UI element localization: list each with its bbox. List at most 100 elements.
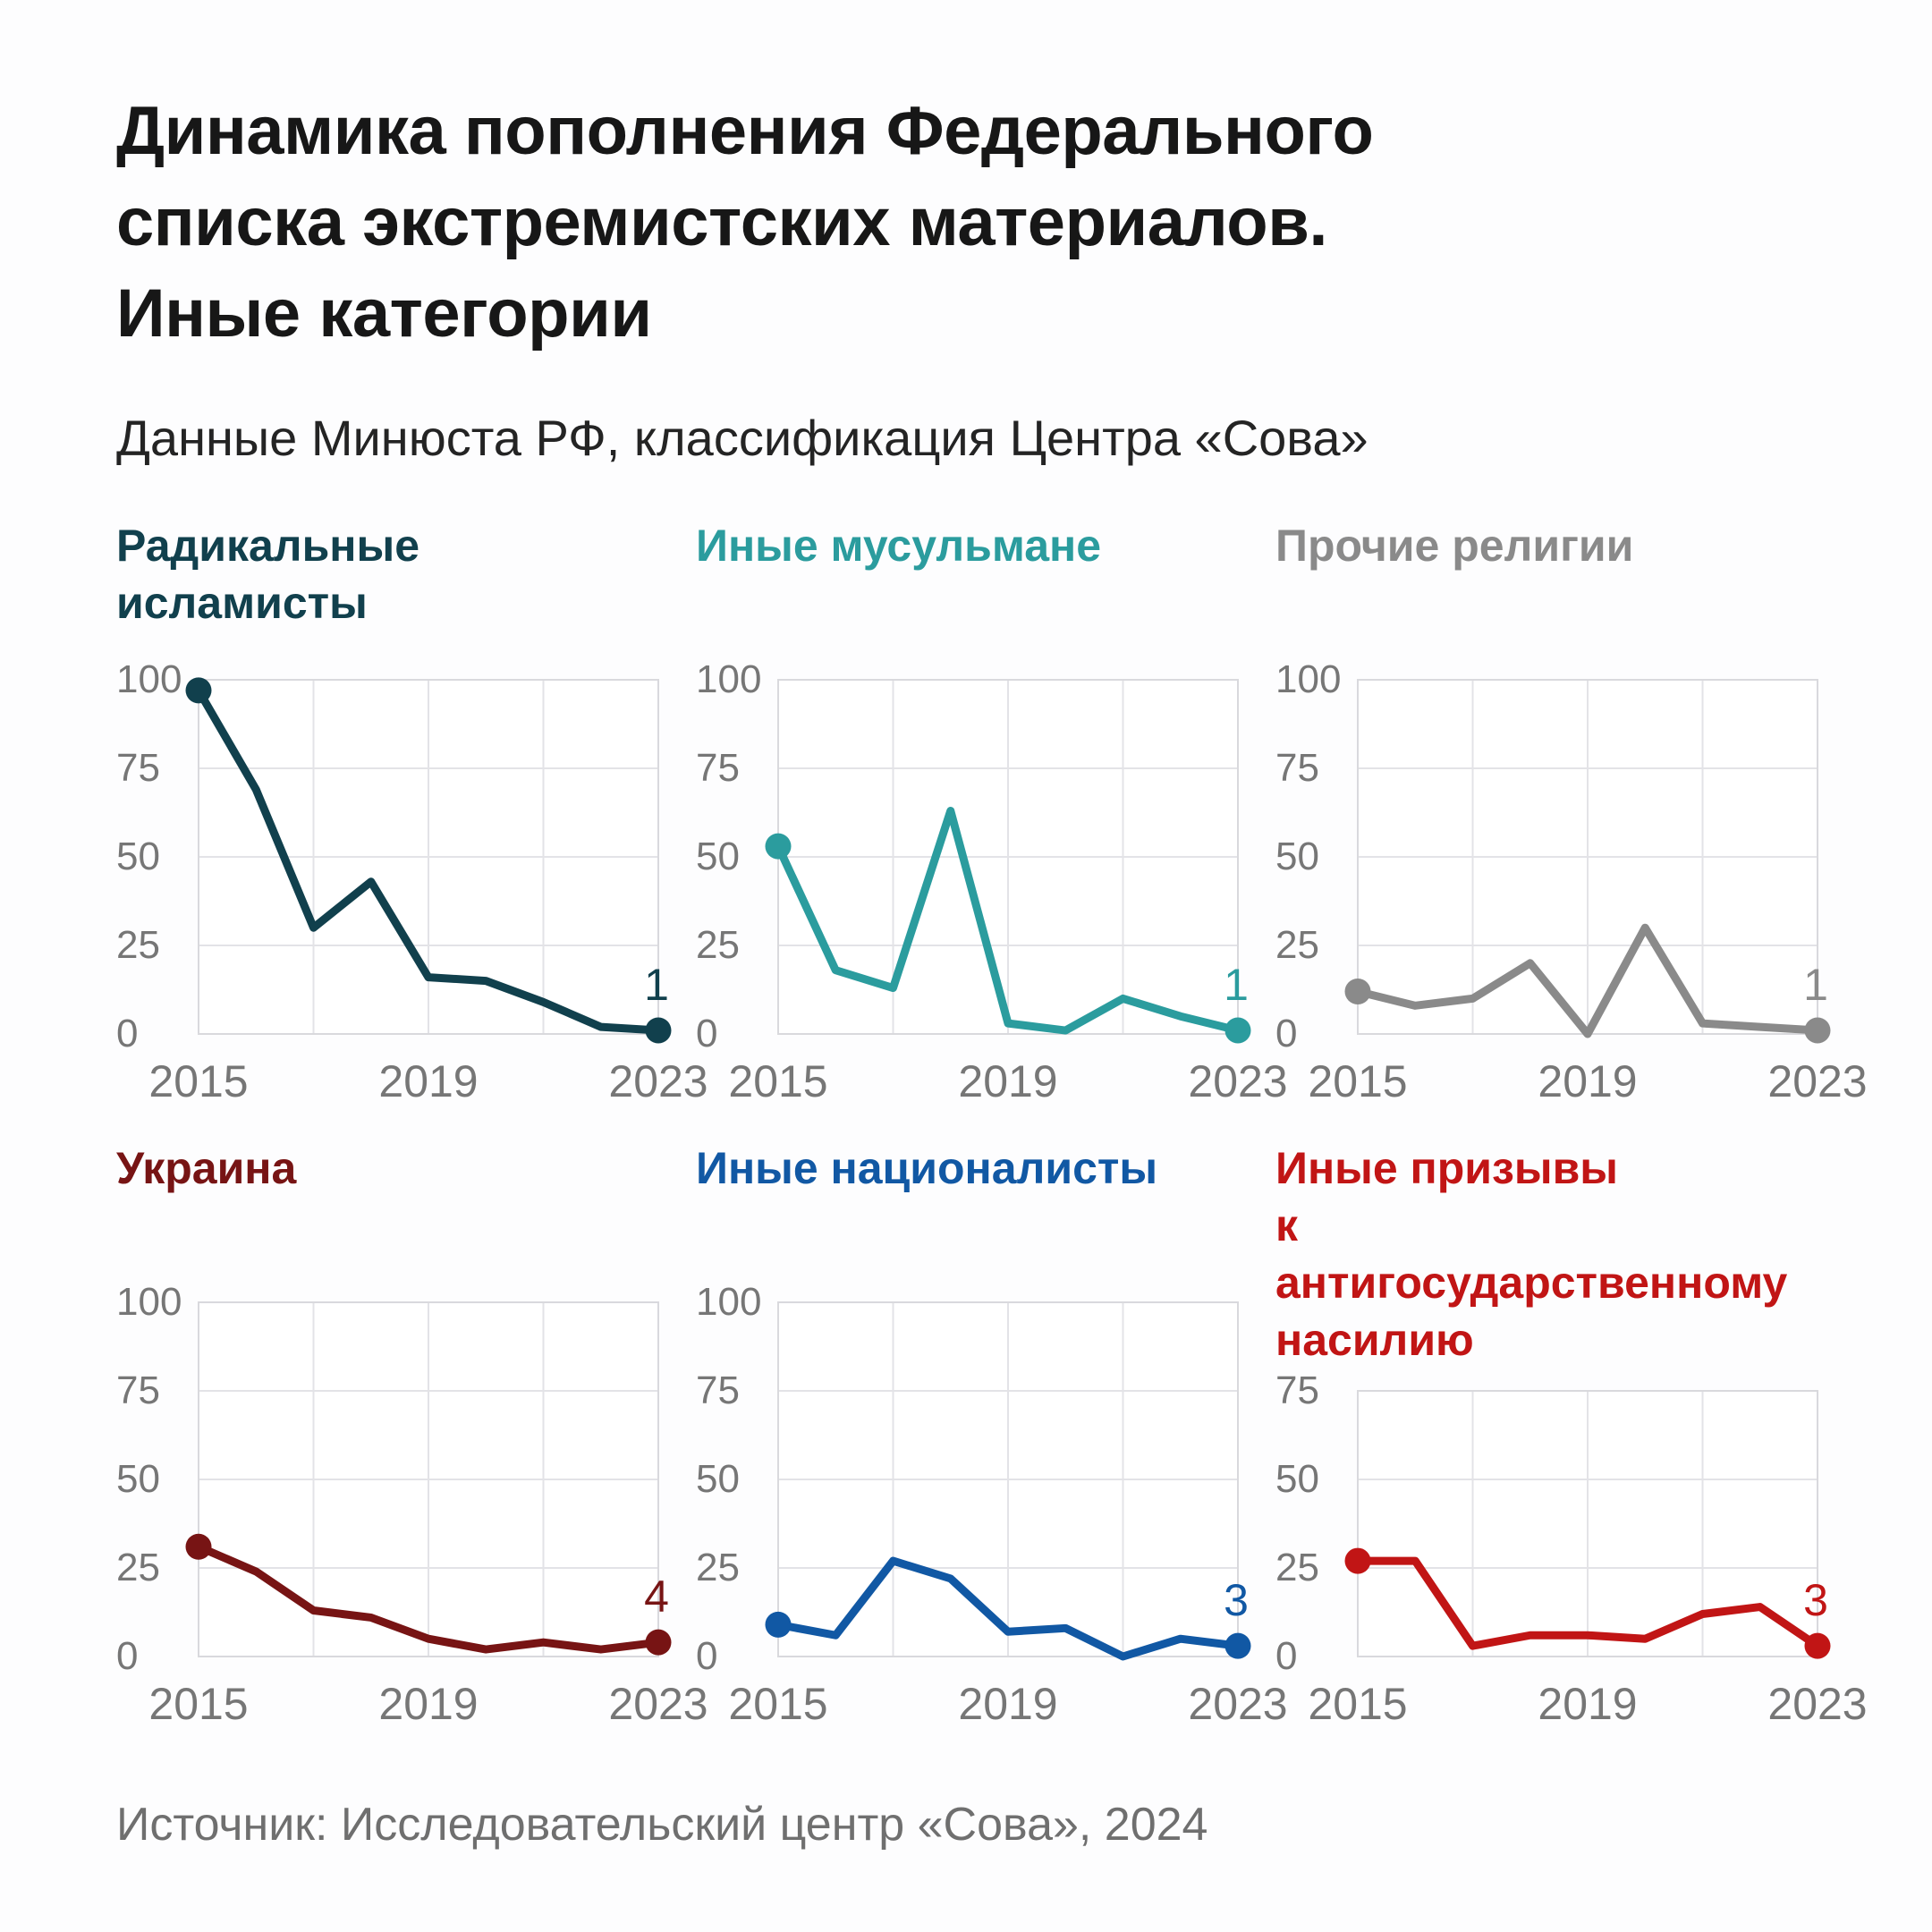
y-tick-label: 50 [1275, 1457, 1319, 1502]
panel-title-line: Радикальные [116, 521, 420, 572]
start-dot [1344, 979, 1371, 1005]
y-tick-label: 50 [116, 1457, 160, 1502]
end-dot [1804, 1633, 1831, 1660]
start-dot [1344, 1548, 1371, 1575]
end-value-label: 4 [644, 1572, 669, 1623]
x-axis: 2015 2019 2023 [728, 1034, 1287, 1107]
end-value-label: 1 [644, 961, 669, 1011]
x-tick-label: 2015 [1308, 1056, 1408, 1107]
x-tick-label: 2019 [958, 1679, 1058, 1730]
end-dot [1224, 1018, 1251, 1045]
small-multiples-grid: Радикальные исламисты 100 75 50 25 0 1 2015 2019 2… [116, 517, 1868, 1730]
y-tick-label: 50 [116, 835, 160, 879]
start-dot [185, 677, 212, 704]
y-tick-label: 0 [1275, 1012, 1298, 1056]
data-line [1353, 924, 1822, 1038]
y-tick-label: 25 [696, 923, 740, 968]
panel-title: Прочие религии [1275, 517, 1816, 574]
panel-title: Украина [116, 1140, 657, 1197]
y-tick-label: 25 [696, 1546, 740, 1590]
y-tick-label: 100 [1275, 657, 1342, 702]
x-tick-label: 2015 [728, 1679, 828, 1730]
y-tick-label: 100 [116, 657, 182, 702]
plot-border [1357, 1390, 1818, 1658]
y-tick-label: 75 [696, 746, 740, 791]
infographic-page: Динамика пополнения Федерального списка … [116, 0, 1868, 1852]
start-dot [765, 1612, 792, 1639]
panel-title: Иные призывы к антигосударственному насили… [1275, 1140, 1816, 1368]
plot-area: 75 50 25 0 3 [1275, 1371, 1831, 1676]
panel-title-line: Украина [116, 1143, 297, 1194]
panel-title-line: Прочие религии [1275, 521, 1634, 572]
plot-svg: 3 [765, 1301, 1251, 1661]
panel-title-line: Иные мусульмане [696, 521, 1102, 572]
plot-area: 100 75 50 25 0 3 [696, 1283, 1251, 1676]
y-tick-label: 75 [696, 1368, 740, 1413]
y-tick-label: 75 [116, 1368, 160, 1413]
x-axis: 2015 2019 2023 [1308, 1034, 1867, 1107]
end-dot [1224, 1633, 1251, 1660]
x-tick-label: 2023 [1188, 1056, 1288, 1107]
x-tick-label: 2019 [1538, 1056, 1638, 1107]
x-tick-label: 2023 [608, 1679, 708, 1730]
x-tick-label: 2015 [728, 1056, 828, 1107]
end-dot [645, 1018, 672, 1045]
page-subtitle: Данные Минюста РФ, классификация Центра … [116, 410, 1368, 467]
y-axis: 100 75 50 25 0 [1275, 660, 1358, 1054]
y-tick-label: 50 [1275, 835, 1319, 879]
plot-area: 100 75 50 25 0 1 [116, 660, 672, 1054]
y-axis: 75 50 25 0 [1275, 1371, 1358, 1676]
page-title: Динамика пополнения Федерального списка … [116, 0, 1816, 359]
end-value-label: 3 [1803, 1576, 1828, 1626]
y-tick-label: 75 [1275, 1368, 1319, 1413]
x-tick-label: 2015 [1308, 1679, 1408, 1730]
chart-panel: Иные мусульмане 100 75 50 25 0 1 2015 2019 2023 [696, 517, 1288, 1107]
source-note: Источник: Исследовательский центр «Сова»… [116, 1799, 1208, 1852]
plot-svg: 4 [185, 1301, 672, 1658]
x-tick-label: 2015 [148, 1056, 249, 1107]
panel-title-line: Иные призывы [1275, 1143, 1619, 1194]
chart-panel: Иные националисты 100 75 50 25 0 3 2015 2019 2023 [696, 1140, 1288, 1730]
y-tick-label: 100 [696, 1280, 762, 1325]
x-tick-label: 2023 [1188, 1679, 1288, 1730]
end-value-label: 1 [1803, 961, 1828, 1011]
y-tick-label: 0 [696, 1634, 718, 1679]
end-dot [645, 1630, 672, 1657]
y-axis: 100 75 50 25 0 [696, 660, 778, 1054]
x-tick-label: 2019 [378, 1679, 479, 1730]
y-tick-label: 75 [1275, 746, 1319, 791]
plot-area: 100 75 50 25 0 1 [696, 660, 1251, 1054]
x-axis: 2015 2019 2023 [1308, 1657, 1867, 1730]
start-dot [765, 834, 792, 860]
y-tick-label: 25 [1275, 923, 1319, 968]
page-title-line-2: списка экстремистских материалов. [116, 183, 1328, 260]
page-title-line-1: Динамика пополнения Федерального [116, 93, 1374, 169]
panel-title: Иные националисты [696, 1140, 1236, 1197]
plot-svg: 1 [765, 679, 1251, 1045]
y-axis: 100 75 50 25 0 [116, 660, 199, 1054]
end-dot [1804, 1018, 1831, 1045]
y-axis: 100 75 50 25 0 [116, 1283, 199, 1676]
panel-title-line: насилию [1275, 1315, 1474, 1366]
data-line [774, 1557, 1242, 1661]
x-tick-label: 2023 [1767, 1679, 1868, 1730]
plot-svg: 1 [1344, 679, 1831, 1045]
x-tick-label: 2019 [1538, 1679, 1638, 1730]
start-dot [185, 1534, 212, 1561]
y-tick-label: 25 [116, 1546, 160, 1590]
plot-svg: 1 [185, 677, 672, 1045]
y-tick-label: 25 [116, 923, 160, 968]
x-tick-label: 2019 [958, 1056, 1058, 1107]
panel-title: Иные мусульмане [696, 517, 1236, 574]
panel-title-line: исламисты [116, 578, 368, 629]
x-tick-label: 2023 [1767, 1056, 1868, 1107]
data-line [774, 807, 1242, 1036]
y-tick-label: 0 [1275, 1634, 1298, 1679]
page-title-line-3: Иные категории [116, 275, 652, 352]
panel-title-line: Иные националисты [696, 1143, 1158, 1194]
x-axis: 2015 2019 2023 [148, 1657, 708, 1730]
x-axis: 2015 2019 2023 [728, 1657, 1287, 1730]
data-line [1353, 1557, 1822, 1651]
plot-border [198, 1301, 659, 1658]
x-tick-label: 2023 [608, 1056, 708, 1107]
